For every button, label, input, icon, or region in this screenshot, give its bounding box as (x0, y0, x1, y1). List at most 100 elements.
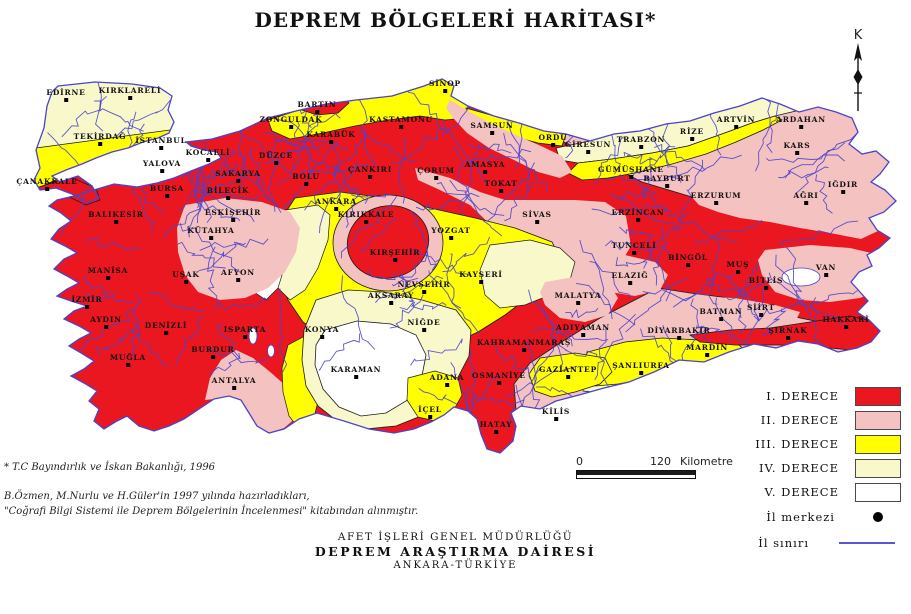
province-border-line (591, 204, 672, 216)
province-border-line (618, 226, 654, 239)
province-border-line (340, 195, 397, 259)
city-marker (764, 286, 769, 290)
city-marker (320, 335, 325, 339)
city-label: GÜMÜŞHANE (598, 165, 664, 174)
city-label: BURDUR (191, 345, 234, 354)
province-border-line (318, 333, 361, 371)
province-border-line (347, 188, 392, 198)
city-marker (232, 386, 237, 390)
province-border-line (528, 289, 573, 347)
zone-kutahya-pink (177, 198, 300, 300)
city-label: BİNGÖL (668, 253, 708, 262)
city-marker (85, 305, 90, 309)
scale-unit: Kilometre (680, 455, 733, 468)
city-label: ÇANKIRI (348, 165, 392, 174)
legend-city-marker-label: İl merkezi (766, 510, 835, 524)
city-marker (786, 336, 791, 340)
province-border-line (267, 139, 277, 212)
zone-elazig-pink (592, 255, 668, 296)
province-border-line (410, 210, 438, 271)
province-border-line (727, 276, 759, 321)
city-marker (494, 430, 499, 434)
city-label: SİVAS (522, 210, 551, 219)
city-label: YOZGAT (430, 226, 471, 235)
city-marker (428, 415, 433, 419)
province-border-line (589, 261, 613, 320)
province-border-line (208, 347, 268, 364)
province-border-line (147, 292, 206, 312)
province-border-line (764, 84, 773, 153)
city-label: BARTIN (297, 100, 336, 109)
province-border-line (276, 138, 349, 151)
city-label: KARS (784, 141, 811, 150)
city-marker (209, 236, 214, 240)
legend-item: V. DERECE (736, 480, 901, 504)
province-border-line (319, 161, 359, 234)
province-border-line (236, 117, 292, 174)
province-border-line (468, 349, 478, 409)
province-border-line (625, 278, 688, 333)
city-label: AYDIN (89, 315, 122, 324)
province-border-line (209, 352, 241, 376)
province-border-line (391, 251, 428, 287)
province-border-line (446, 253, 462, 309)
city-label: BİLECİK (207, 186, 249, 195)
city-label: KIRIKKALE (338, 210, 395, 219)
compass-north-label: K (853, 28, 863, 43)
legend-item: III. DERECE (736, 432, 901, 456)
city-label: MALATYA (555, 291, 602, 300)
city-label: KIRKLARELİ (99, 86, 162, 95)
city-marker (844, 325, 849, 329)
city-marker (329, 140, 334, 144)
city-marker (714, 201, 719, 205)
city-label: ŞANLIURFA (612, 361, 670, 370)
city-label: ISPARTA (224, 325, 267, 334)
province-border-line (213, 297, 269, 311)
city-marker (334, 207, 339, 211)
city-marker (628, 281, 633, 285)
zone-samsun-pink-wedge (446, 100, 572, 178)
city-label: NEVŞEHİR (398, 280, 451, 289)
footnote-line: "Coğrafi Bilgi Sistemi ile Deprem Bölgel… (4, 506, 419, 517)
province-border-line (494, 346, 530, 379)
province-border-line (786, 247, 808, 307)
city-label: RİZE (680, 127, 704, 136)
scale-distance: 120 (650, 455, 671, 468)
city-label: AKSARAY (367, 291, 414, 300)
province-border-line (198, 241, 246, 272)
province-border-line (94, 100, 144, 132)
province-border-line (177, 241, 226, 269)
province-border-line (526, 338, 541, 409)
city-label: TEKİRDAĞ (74, 132, 127, 141)
city-marker (686, 263, 691, 267)
city-marker (554, 417, 559, 421)
city-marker (126, 363, 131, 367)
legend-color-swatch (855, 482, 901, 502)
city-marker (304, 182, 309, 186)
province-border-line (398, 136, 406, 204)
province-border-line (367, 269, 419, 283)
province-border-line (681, 325, 705, 361)
city-labels-layer: EDİRNE KIRKLARELİ TEKİRDAĞ İSTANBUL ÇANAKKAL… (16, 79, 869, 434)
city-label: ELAZIĞ (612, 271, 649, 280)
city-label: KARAMAN (331, 365, 382, 374)
province-border-line (506, 365, 578, 398)
city-marker (566, 375, 571, 379)
city-label: EDİRNE (46, 88, 85, 97)
city-marker (243, 335, 248, 339)
city-marker (64, 98, 69, 102)
legend-item-label: III. DERECE (755, 437, 839, 451)
province-border-line (507, 114, 530, 192)
city-marker (399, 125, 404, 129)
zone-ne-yellow-band (567, 115, 783, 181)
province-border-line (175, 316, 203, 366)
city-label: SİİRT (747, 303, 775, 312)
province-border-line (345, 191, 360, 228)
city-label: KAYSERİ (459, 270, 503, 279)
province-border-line (815, 174, 833, 214)
city-marker-dot-icon (873, 512, 883, 522)
province-border-line (642, 212, 690, 263)
city-marker (274, 161, 279, 165)
province-border-line (187, 168, 216, 238)
